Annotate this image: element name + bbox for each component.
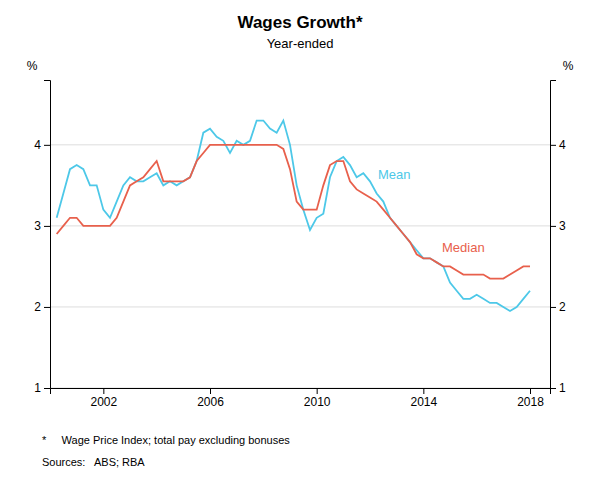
title: Wages Growth* (238, 13, 363, 32)
source: Sources: ABS; RBA (42, 456, 145, 468)
x-axis: 2002 2006 2010 2014 2018 (51, 388, 551, 409)
tick: 2 (34, 300, 50, 314)
tick-label: 2 (34, 300, 41, 314)
tick: 2 (550, 300, 566, 314)
tick: 4 (34, 138, 50, 152)
tick-label: 3 (559, 219, 566, 233)
tick: 3 (550, 219, 566, 233)
annotation: Median (442, 240, 485, 255)
tick: 2006 (197, 388, 224, 409)
series-line (57, 121, 530, 311)
tick-label: 1 (34, 381, 41, 395)
tick-mark (317, 388, 318, 394)
tick-mark (530, 388, 531, 394)
plot-area (57, 121, 530, 311)
tick-mark (550, 145, 556, 146)
tick: 1 (550, 381, 566, 395)
tick-mark (423, 388, 424, 394)
chart: Wages Growth*Year-ended20022006201020142… (0, 0, 600, 488)
grid-line (50, 225, 550, 226)
tick-mark (550, 226, 556, 227)
tick-label: 2006 (197, 395, 224, 409)
tick: 1 (34, 381, 50, 395)
y2-axis-label: % (563, 59, 574, 73)
tick: 2018 (517, 388, 544, 409)
tick-label: 4 (559, 138, 566, 152)
tick-label: 3 (34, 219, 41, 233)
subtitle: Year-ended (267, 36, 334, 51)
tick-mark (210, 388, 211, 394)
tick: 2010 (304, 388, 331, 409)
y-axis-label: % (27, 59, 38, 73)
series-line (57, 145, 530, 279)
annotation: Mean (378, 167, 411, 182)
tick-label: 2 (559, 300, 566, 314)
tick-mark (44, 388, 50, 389)
tick-label: 2014 (410, 395, 437, 409)
tick-mark (550, 307, 556, 308)
tick: 4 (550, 138, 566, 152)
grid-line (50, 144, 550, 145)
tick-label: 4 (34, 138, 41, 152)
tick: 2014 (410, 388, 437, 409)
tick-mark (44, 226, 50, 227)
tick-label: 2002 (90, 395, 117, 409)
y2-axis: 1 2 3 4 (550, 81, 566, 396)
y-axis-line (44, 81, 51, 389)
y2-axis-line (551, 81, 557, 389)
tick: 2002 (90, 388, 117, 409)
tick: 3 (34, 219, 50, 233)
tick-label: 2010 (304, 395, 331, 409)
tick-mark (103, 388, 104, 394)
tick-mark (44, 307, 50, 308)
tick-mark (44, 145, 50, 146)
y-axis: 1 2 3 4 (34, 81, 50, 396)
grid-line (50, 306, 550, 307)
tick-label: 2018 (517, 395, 544, 409)
grid (50, 145, 550, 388)
tick-label: 1 (559, 381, 566, 395)
tick-mark (550, 388, 556, 389)
x-axis-line (51, 389, 551, 395)
footnote: * Wage Price Index; total pay excluding … (42, 434, 290, 446)
